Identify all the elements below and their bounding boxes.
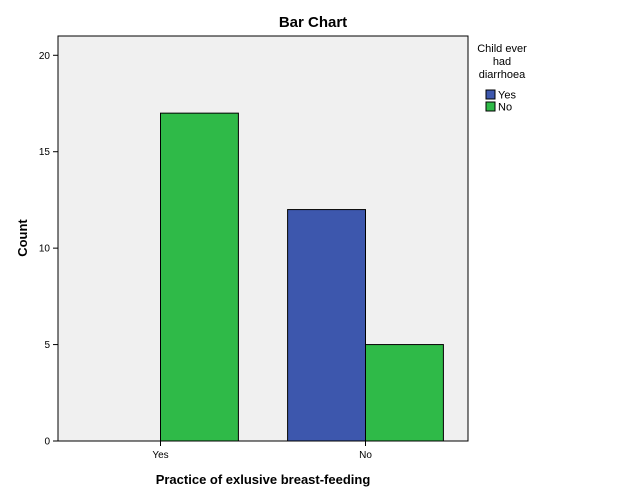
bar-yes-no <box>160 112 239 442</box>
legend-swatch-yes <box>485 89 496 100</box>
x-axis-label: Practice of exlusive breast-feeding <box>156 472 371 487</box>
legend-label-no: No <box>498 102 512 114</box>
y-tick-label: 15 <box>39 147 51 158</box>
bar-no-yes <box>287 209 367 442</box>
bars-group <box>160 112 444 442</box>
y-tick-label: 0 <box>44 437 50 448</box>
legend-swatch-no <box>485 101 496 112</box>
chart-title: Bar Chart <box>279 14 347 31</box>
y-axis: 0 5 10 15 20 <box>39 51 58 448</box>
y-axis-label: Count <box>15 219 30 257</box>
y-tick-label: 10 <box>39 244 51 255</box>
x-tick-label-no: No <box>359 450 372 461</box>
legend-title-line-2: had <box>493 56 511 68</box>
x-tick-label-yes: Yes <box>152 450 168 461</box>
legend-title-line-1: Child ever <box>477 43 527 55</box>
legend-title-line-3: diarrhoea <box>479 69 526 81</box>
y-tick-label: 20 <box>39 51 51 62</box>
y-tick-label: 5 <box>44 340 50 351</box>
bar-no-no <box>365 344 444 442</box>
x-axis: Yes No <box>152 441 372 461</box>
legend-label-yes: Yes <box>498 90 516 102</box>
